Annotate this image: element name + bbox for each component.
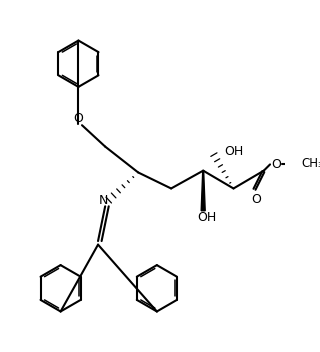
Text: CH₃: CH₃	[301, 157, 320, 170]
Text: O: O	[251, 193, 261, 206]
Text: N: N	[99, 194, 108, 207]
Text: O: O	[271, 158, 281, 171]
Text: OH: OH	[225, 145, 244, 158]
Polygon shape	[201, 171, 205, 211]
Text: OH: OH	[197, 212, 216, 224]
Text: O: O	[74, 112, 84, 125]
